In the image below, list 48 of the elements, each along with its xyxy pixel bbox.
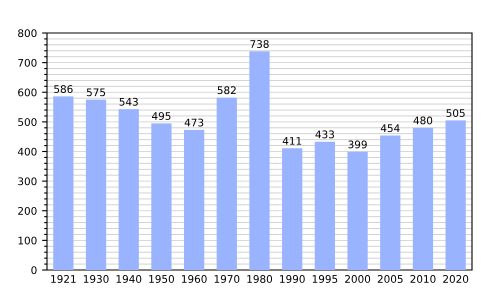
data-label: 505 xyxy=(446,109,465,117)
y-tick-label: 800 xyxy=(18,29,37,38)
y-tick-label: 0 xyxy=(31,266,37,274)
data-label: 586 xyxy=(54,85,73,93)
y-tick-label: 200 xyxy=(18,206,37,215)
bar xyxy=(314,142,336,270)
x-tick-label: 2000 xyxy=(345,275,370,283)
data-label: 480 xyxy=(414,116,432,124)
bar xyxy=(282,148,302,270)
bar xyxy=(86,100,106,270)
data-label: 411 xyxy=(282,137,302,145)
x-tick-label: 2005 xyxy=(378,275,403,283)
bar xyxy=(216,98,237,270)
bar xyxy=(380,136,400,270)
bar xyxy=(249,51,270,270)
data-label: 582 xyxy=(218,86,236,94)
data-label: 575 xyxy=(86,88,106,96)
y-tick-label: 500 xyxy=(18,118,37,126)
data-label: 543 xyxy=(120,98,138,106)
x-tick-label: 1960 xyxy=(182,275,207,283)
data-label: 738 xyxy=(250,40,269,48)
x-tick-label: 1995 xyxy=(312,275,338,283)
bar xyxy=(446,120,466,270)
y-tick-label: 400 xyxy=(18,148,37,156)
x-tick-label: 1921 xyxy=(51,275,76,283)
bar xyxy=(151,123,172,270)
bar xyxy=(118,109,139,270)
x-tick-label: 1970 xyxy=(214,275,240,283)
y-tick-label: 700 xyxy=(18,58,37,67)
data-label: 473 xyxy=(184,118,204,126)
x-tick-label: 1950 xyxy=(149,275,174,283)
bar xyxy=(184,130,204,270)
x-tick-label: 1940 xyxy=(116,275,142,283)
x-tick-label: 1990 xyxy=(280,275,305,283)
x-tick-label: 1980 xyxy=(247,275,272,283)
data-label: 433 xyxy=(315,130,334,138)
data-label: 454 xyxy=(380,124,400,132)
y-tick-label: 100 xyxy=(18,236,37,244)
bar xyxy=(347,152,368,270)
bar xyxy=(412,128,434,270)
data-label: 495 xyxy=(152,112,170,120)
data-label: 399 xyxy=(348,140,367,148)
y-tick-label: 600 xyxy=(18,88,37,96)
x-tick-label: 2010 xyxy=(410,275,436,283)
x-tick-label: 1930 xyxy=(84,275,109,283)
bar xyxy=(53,96,74,270)
x-tick-label: 2020 xyxy=(443,275,468,283)
y-tick-label: 300 xyxy=(18,177,37,186)
